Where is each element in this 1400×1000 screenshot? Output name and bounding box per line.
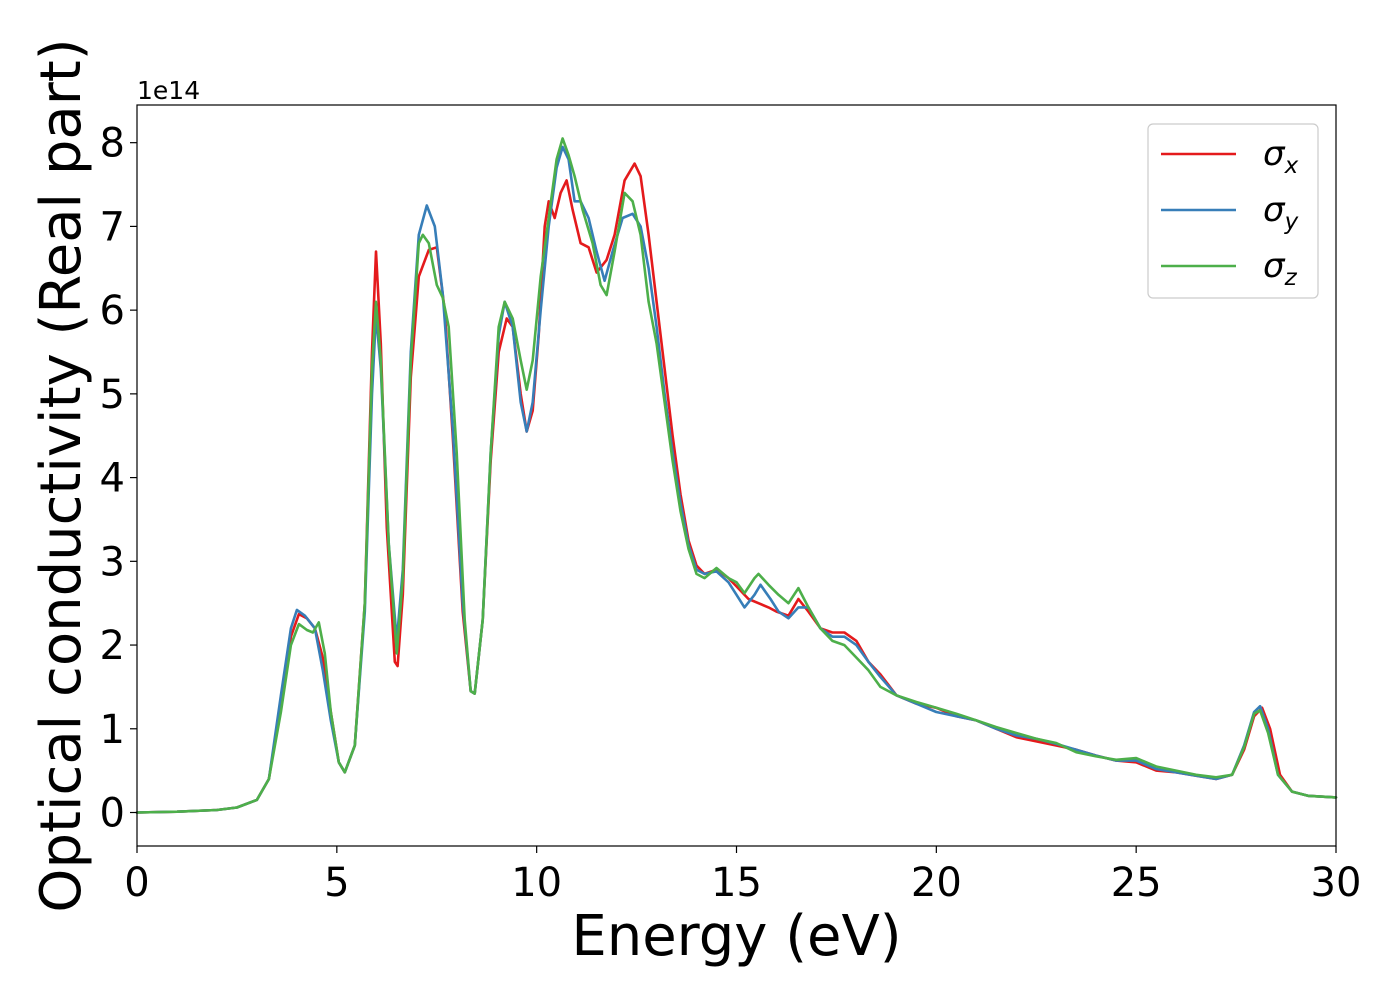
y-tick-label: 1 <box>100 707 125 753</box>
y-tick-label: 5 <box>100 372 125 418</box>
x-axis: 0 5 10 15 20 25 30 <box>124 846 1361 906</box>
y-tick-label: 0 <box>100 791 125 837</box>
y-tick-label: 3 <box>100 539 125 585</box>
x-tick-label: 25 <box>1111 860 1162 906</box>
x-tick-label: 15 <box>711 860 762 906</box>
series-line-z <box>135 137 1338 814</box>
x-axis-title: Energy (eV) <box>571 904 901 969</box>
x-tick-label: 0 <box>124 860 149 906</box>
y-axis: 0 1 2 3 4 5 6 7 8 <box>100 121 137 837</box>
legend-label-y: σy <box>1263 190 1299 235</box>
x-tick-label: 30 <box>1311 860 1362 906</box>
legend-label-x: σx <box>1263 134 1299 179</box>
y-axis-title: Optical conductivity (Real part) <box>29 38 94 912</box>
x-tick-label: 10 <box>511 860 562 906</box>
y-offset-label: 1e14 <box>137 76 200 105</box>
y-tick-label: 8 <box>100 121 125 167</box>
x-tick-label: 20 <box>911 860 962 906</box>
y-tick-label: 4 <box>100 456 125 502</box>
series-layer <box>135 137 1338 814</box>
y-tick-label: 2 <box>100 623 125 669</box>
x-tick-label: 5 <box>324 860 349 906</box>
legend-label-z: σz <box>1263 246 1298 291</box>
legend: σx σy σz <box>1147 123 1319 299</box>
y-tick-label: 6 <box>100 288 125 334</box>
series-line-x <box>135 162 1338 814</box>
y-tick-label: 7 <box>100 204 125 250</box>
